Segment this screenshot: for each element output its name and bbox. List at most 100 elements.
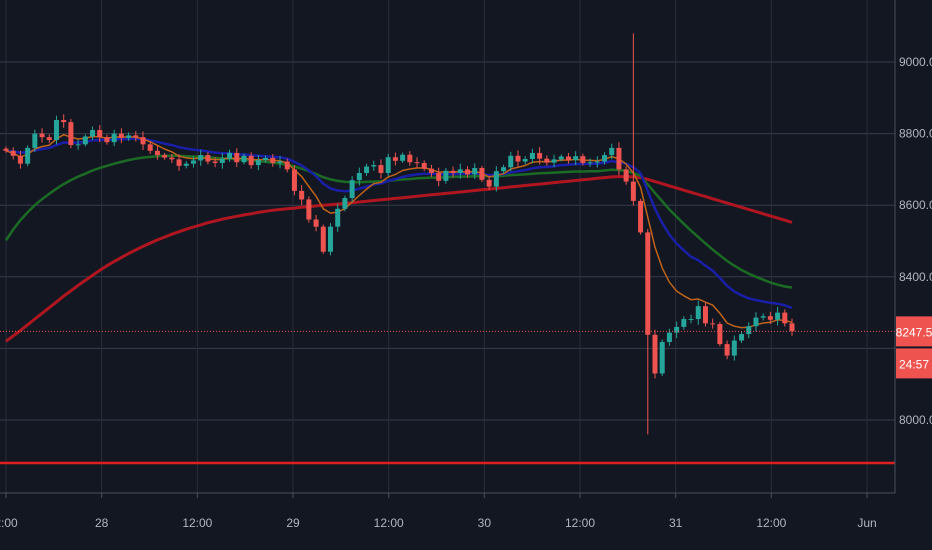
candle-body (227, 152, 233, 159)
x-tick-label: 31 (669, 516, 683, 530)
candle-body (428, 168, 434, 173)
candle-body (46, 137, 52, 141)
candle-body (681, 319, 687, 327)
candle-body (486, 179, 492, 187)
candle-body (717, 324, 723, 345)
countdown-tag (896, 348, 932, 379)
x-tick-label: Jun (857, 516, 876, 530)
candle-body (443, 170, 449, 181)
candle-body (335, 208, 341, 227)
candle-body (270, 157, 276, 163)
y-tick-label: 8400.0 (899, 270, 932, 284)
candle-body (75, 144, 81, 146)
candle-body (630, 181, 636, 201)
candle-body (710, 323, 716, 325)
candle-body (342, 198, 348, 209)
candle-body (255, 160, 261, 166)
last-price-tag (896, 316, 932, 347)
candle-body (616, 147, 622, 170)
candle-body (666, 332, 672, 342)
candle-body (25, 147, 31, 164)
candle-body (306, 199, 312, 220)
candle-body (450, 170, 456, 173)
candle-body (529, 152, 535, 160)
candle-body (313, 219, 319, 227)
candle-body (234, 152, 240, 163)
candle-body (522, 159, 528, 162)
candle-body (602, 155, 608, 162)
time-axis[interactable]: 2:00 28 12:00 29 12:00 30 12:00 31 12:00 Jun (0, 493, 877, 530)
candle-body (465, 169, 471, 175)
y-tick-label: 8600.0 (899, 198, 932, 212)
candle-body (479, 167, 485, 180)
candle-body (147, 144, 153, 151)
candle-body (421, 162, 427, 169)
last-price-label: 8247.5 (896, 325, 932, 339)
countdown-label: 24:57 (899, 357, 929, 371)
candle-body (565, 156, 571, 161)
candle-body (190, 160, 196, 164)
candle-body (558, 156, 564, 160)
candle-body (32, 133, 38, 148)
candle-body (68, 122, 74, 146)
candle-body (126, 135, 132, 138)
candle-body (609, 147, 615, 156)
candle-body (176, 159, 182, 166)
price-tags: 8247.5 24:57 (0, 316, 932, 379)
grid-lines (0, 0, 895, 493)
candle-body (364, 166, 370, 173)
candle-body (61, 119, 67, 123)
candle-body (104, 137, 110, 143)
x-tick-label: 12:00 (374, 516, 404, 530)
candle-body (760, 316, 766, 318)
candle-body (493, 171, 499, 187)
candle-body (39, 133, 45, 138)
candle-body (753, 317, 759, 327)
candle-body (378, 165, 384, 173)
candle-body (731, 340, 737, 356)
candle-body (349, 180, 355, 199)
x-tick-label: 30 (478, 516, 492, 530)
candle-body (356, 172, 362, 181)
candle-body (111, 133, 117, 143)
candle-body (739, 334, 745, 341)
candle-body (515, 155, 521, 162)
candle-body (198, 155, 204, 161)
candle-body (371, 165, 377, 167)
candle-body (133, 135, 139, 138)
candle-body (659, 341, 665, 374)
candle-body (90, 130, 96, 137)
candle-body (284, 161, 290, 170)
candle-body (154, 150, 160, 156)
candle-body (183, 163, 189, 166)
candle-body (789, 323, 795, 332)
ema-slow-line (4, 154, 793, 289)
candle-body (414, 162, 420, 164)
candle-body (623, 169, 629, 182)
candle-body (472, 167, 478, 175)
candle-body (277, 161, 283, 163)
x-tick-label: 28 (95, 516, 109, 530)
x-tick-label: 12:00 (565, 516, 595, 530)
price-axis[interactable]: 9000.0 8800.0 8600.0 8400.0 8000.0 (899, 55, 932, 427)
x-tick-label: 12:00 (182, 516, 212, 530)
candle-body (638, 200, 644, 233)
candle-body (17, 155, 23, 164)
candle-body (3, 148, 9, 151)
candle-body (53, 119, 59, 141)
sma-long-line (5, 175, 793, 343)
candle-body (407, 154, 413, 163)
indicator-lines (0, 133, 895, 465)
candle-body (140, 137, 146, 145)
candle-body (219, 158, 225, 163)
y-tick-label: 8000.0 (899, 413, 932, 427)
candle-body (652, 334, 658, 374)
candle-body (573, 156, 579, 161)
candle-body (746, 326, 752, 335)
candle-body (320, 226, 326, 252)
ema-mid-line (5, 137, 793, 310)
candle-body (674, 326, 680, 333)
candle-body (248, 155, 254, 166)
